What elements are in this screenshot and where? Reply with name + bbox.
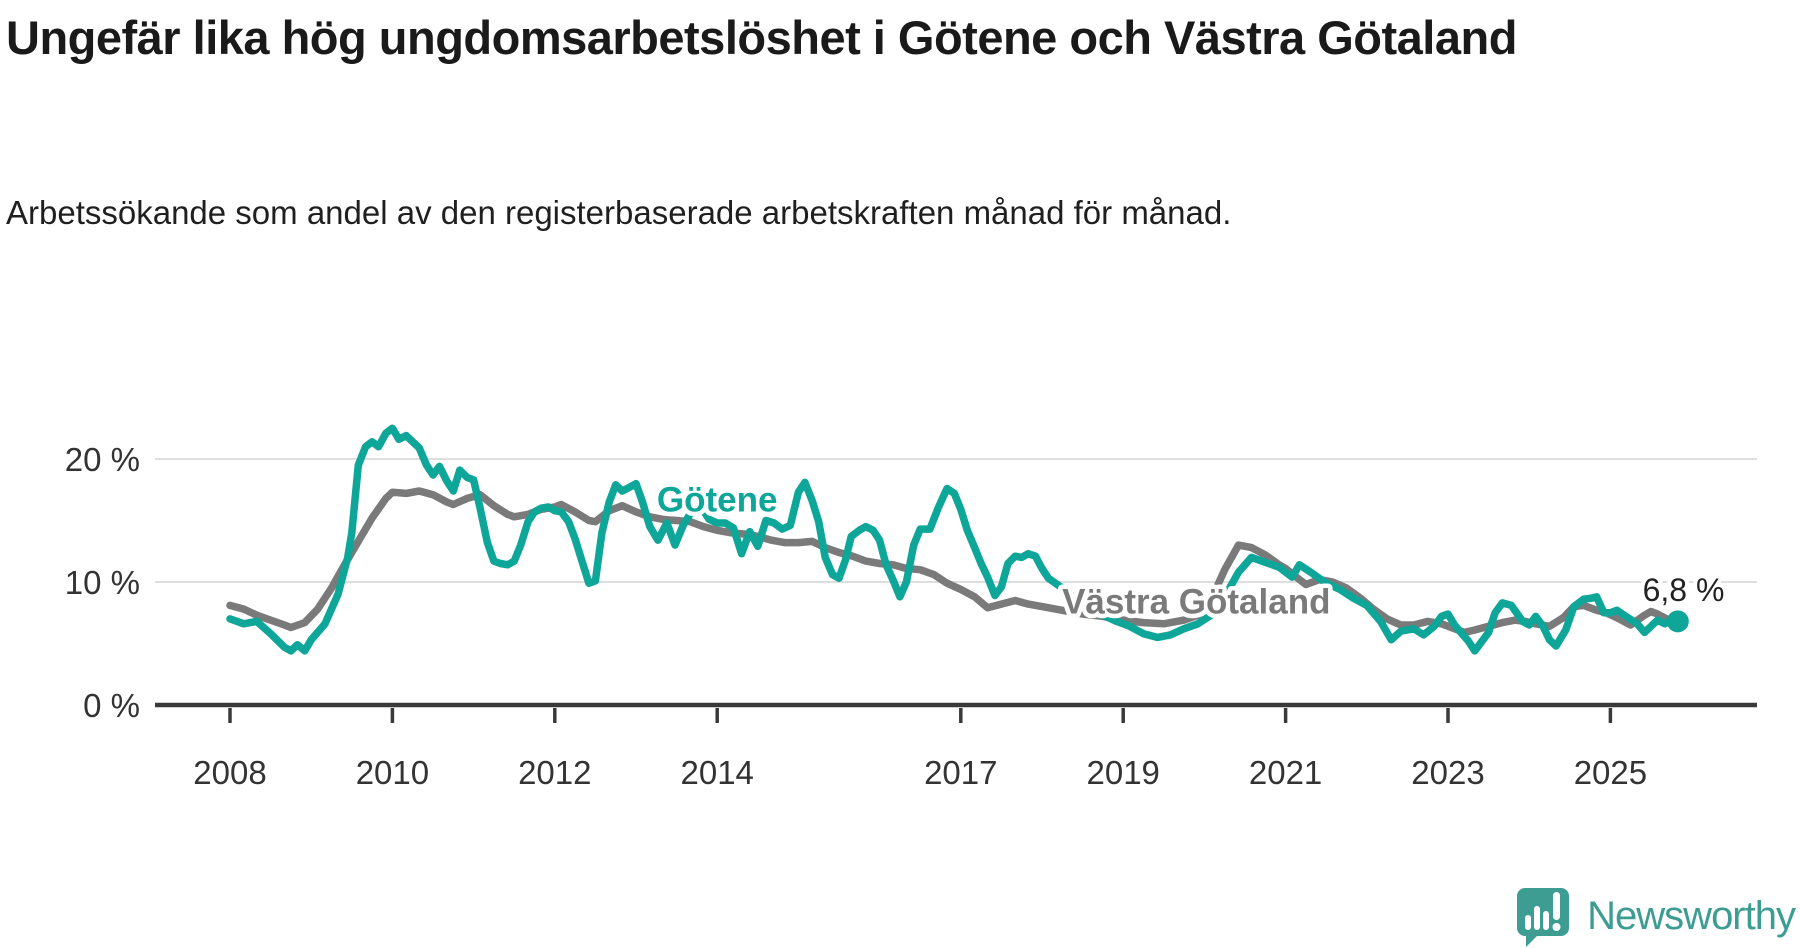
- y-axis-tick-label: 20 %: [65, 441, 140, 478]
- x-axis-tick-label: 2019: [1086, 754, 1159, 791]
- x-axis-tick-label: 2014: [680, 754, 753, 791]
- x-axis-tick-label: 2021: [1249, 754, 1322, 791]
- newsworthy-wordmark: Newsworthy: [1587, 893, 1796, 938]
- newsworthy-logo: Newsworthy: [1515, 884, 1796, 948]
- x-axis-tick-label: 2008: [193, 754, 266, 791]
- series-line-vastra-gotaland: [226, 487, 1682, 637]
- x-axis-tick-label: 2012: [518, 754, 591, 791]
- series-line-gotene: [226, 424, 1682, 655]
- chart-subtitle: Arbetssökande som andel av den registerb…: [6, 194, 1232, 231]
- x-axis-tick-label: 2023: [1411, 754, 1484, 791]
- latest-value-annotation: 6,8 %: [1643, 572, 1725, 608]
- chart-title: Ungefär lika hög ungdomsarbetslöshet i G…: [6, 11, 1517, 64]
- x-axis-tick-label: 2010: [356, 754, 429, 791]
- series-label-vastra-gotaland: Västra Götaland: [1062, 583, 1330, 622]
- x-axis-tick-label: 2017: [924, 754, 997, 791]
- y-axis-tick-label: 10 %: [65, 564, 140, 601]
- newsworthy-icon: [1517, 888, 1570, 947]
- series-label-gotene: Götene: [657, 481, 778, 520]
- x-axis-tick-label: 2025: [1574, 754, 1647, 791]
- y-axis-tick-label: 0 %: [83, 687, 140, 724]
- series-end-dot: [1666, 610, 1689, 633]
